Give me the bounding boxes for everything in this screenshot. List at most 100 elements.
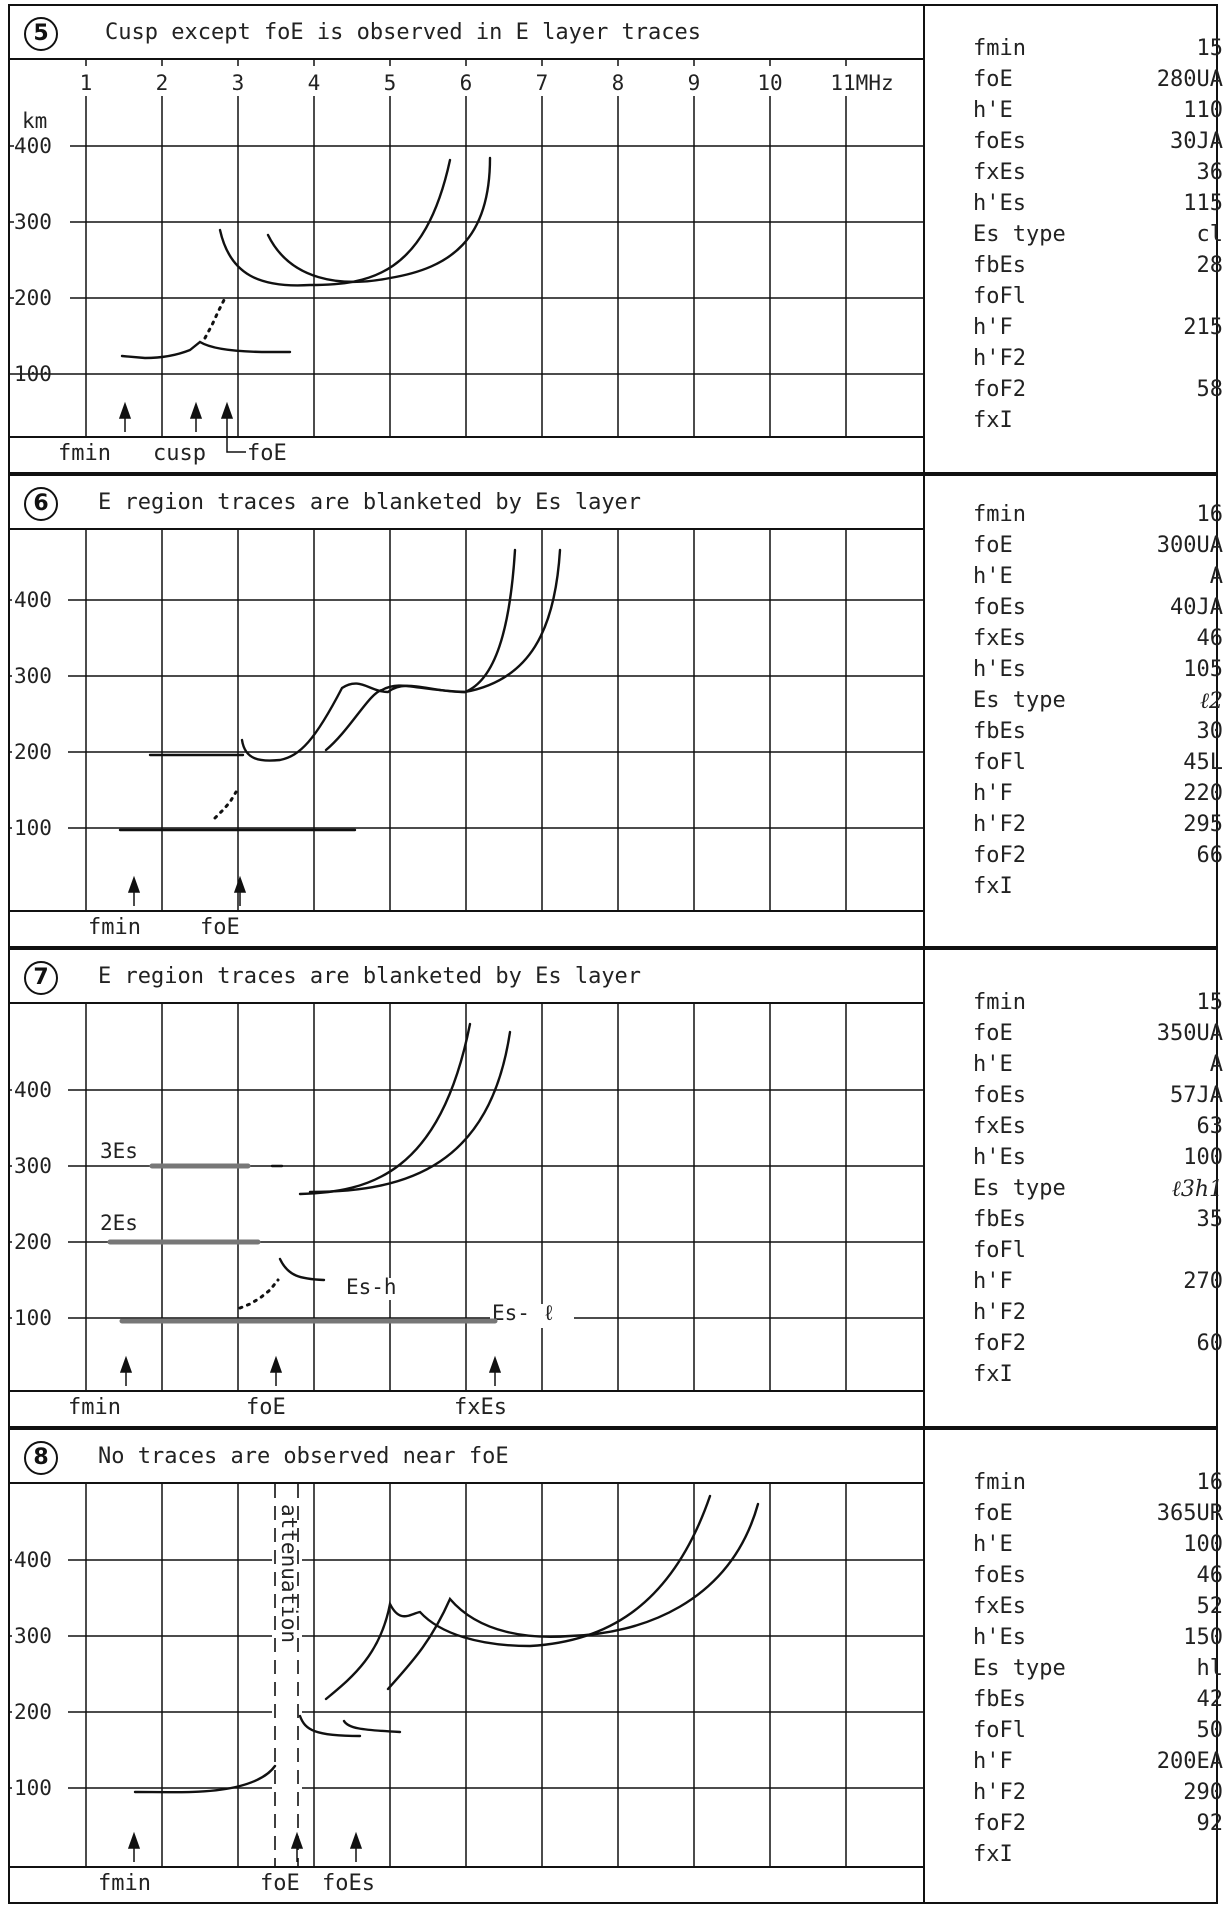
ionogram-plot-8: 400 300 200 100 attenuation: [10, 1484, 923, 1868]
height-tick-label: 400: [14, 134, 52, 158]
param-name: h'F: [973, 1749, 1013, 1774]
param-value: 66: [1196, 843, 1224, 868]
param-name: foF2: [973, 377, 1026, 402]
footer-label: foE: [260, 1871, 300, 1896]
param-value: 28: [1196, 253, 1224, 278]
panel-7: 7 E region traces are blanketed by Es la…: [8, 948, 1223, 1428]
param-name: foF2: [973, 1331, 1026, 1356]
panel-number: 6: [24, 487, 58, 521]
param-name: foE: [973, 1021, 1013, 1046]
f-layer-extraordinary-trace: [308, 1030, 512, 1194]
param-row: h'F2 295: [973, 812, 1223, 843]
param-value: 215: [1183, 315, 1223, 340]
param-row: fmin 16: [973, 502, 1223, 533]
footer-label: fmin: [68, 1395, 121, 1420]
param-value: 15: [1196, 36, 1224, 61]
param-row: fxEs 36: [973, 160, 1223, 191]
param-name: fxI: [973, 408, 1013, 433]
param-value: 300UA: [1156, 533, 1223, 558]
param-name: foFl: [973, 1718, 1026, 1743]
freq-tick-label: 5: [384, 71, 397, 95]
panel-number: 7: [24, 961, 58, 995]
panel-title: E region traces are blanketed by Es laye…: [98, 964, 642, 989]
parameter-list: fmin 15 foE 280UA h'E 110 foEs 30JA fxEs 36 h…: [973, 36, 1223, 439]
panel-6: 6 E region traces are blanketed by Es la…: [8, 474, 1223, 948]
param-name: fmin: [973, 36, 1026, 61]
param-value: ℓ3h1: [1171, 1177, 1223, 1202]
height-tick-label: 100: [14, 1306, 52, 1330]
param-name: h'Es: [973, 657, 1026, 682]
panel-7-footer: fmin foE fxEs: [10, 1390, 925, 1426]
param-value: 15: [1196, 990, 1224, 1015]
param-name: foEs: [973, 1083, 1026, 1108]
tick-mask: [12, 592, 68, 838]
param-name: fxEs: [973, 626, 1026, 651]
height-tick-label: 400: [14, 1078, 52, 1102]
foE-arrow-head: [220, 401, 234, 419]
cusp-dotted-trace: [203, 298, 226, 340]
param-row: h'F 270: [973, 1269, 1223, 1300]
param-name: foEs: [973, 1563, 1026, 1588]
param-row: foFl: [973, 284, 1223, 315]
param-name: h'F: [973, 315, 1013, 340]
param-row: h'F 215: [973, 315, 1223, 346]
param-value: 36: [1196, 160, 1224, 185]
foE-leader-line: [226, 438, 246, 453]
freq-tick-label: 3: [232, 71, 245, 95]
trace-label-es-h: Es-h: [346, 1275, 397, 1299]
param-name: h'E: [973, 1052, 1013, 1077]
param-row: fbEs 30: [973, 719, 1223, 750]
param-row: h'Es 105: [973, 657, 1223, 688]
param-value: 42: [1196, 1687, 1224, 1712]
param-value: 40JA: [1170, 595, 1223, 620]
param-name: Es type: [973, 1656, 1066, 1681]
param-value: 105: [1183, 657, 1223, 682]
panel-8-title-bar: 8 No traces are observed near foE: [10, 1430, 925, 1484]
param-row: Es type ℓ2: [973, 688, 1223, 719]
foEs-arrow-head: [349, 1831, 363, 1849]
param-row: fxEs 63: [973, 1114, 1223, 1145]
param-name: fxEs: [973, 1114, 1026, 1139]
param-row: h'F 200EA: [973, 1749, 1223, 1780]
grid: [10, 60, 923, 438]
param-name: foF2: [973, 1811, 1026, 1836]
param-value: 16: [1196, 502, 1224, 527]
panel-title: No traces are observed near foE: [98, 1444, 509, 1469]
param-name: Es type: [973, 222, 1066, 247]
param-row: foF2 66: [973, 843, 1223, 874]
attenuation-band: [272, 1484, 302, 1868]
param-row: h'F 220: [973, 781, 1223, 812]
param-value: A: [1209, 1052, 1223, 1077]
parameter-list: fmin 16 foE 300UA h'E A foEs 40JA fxEs 46 h'E…: [973, 502, 1223, 905]
fmin-arrow-head: [119, 1355, 133, 1373]
param-name: h'Es: [973, 1625, 1026, 1650]
height-tick-label: 300: [14, 210, 52, 234]
param-name: fbEs: [973, 1687, 1026, 1712]
param-value: 150: [1183, 1625, 1223, 1650]
param-name: foE: [973, 67, 1013, 92]
tick-mask: [14, 112, 70, 352]
param-value: 270: [1183, 1269, 1223, 1294]
panel-6-footer: fmin foE: [10, 910, 925, 946]
param-value: 365UR: [1156, 1501, 1223, 1526]
param-row: h'E A: [973, 1052, 1223, 1083]
param-name: fxEs: [973, 160, 1026, 185]
param-value: 100: [1183, 1145, 1223, 1170]
param-row: h'E 110: [973, 98, 1223, 129]
param-name: foEs: [973, 595, 1026, 620]
param-row: fxI: [973, 1362, 1223, 1393]
param-value: 16: [1196, 1470, 1224, 1495]
param-name: foFl: [973, 1238, 1026, 1263]
param-row: h'F2: [973, 1300, 1223, 1331]
fmin-arrow-head: [118, 401, 132, 419]
tick-mask: [98, 1214, 158, 1236]
panel-6-chart-area: 6 E region traces are blanketed by Es la…: [10, 476, 925, 946]
param-name: h'E: [973, 1532, 1013, 1557]
param-value: 220: [1183, 781, 1223, 806]
param-name: h'F: [973, 781, 1013, 806]
ionogram-plot-5: 1 2 3 4 5 6 7 8 9 10 11MHz km 400 300 20…: [10, 60, 923, 438]
tick-mask: [490, 1304, 574, 1328]
ionogram-plot-7: 400 300 200 100 3Es 2Es Es-h Es- ℓ: [10, 1004, 923, 1392]
footer-label: foEs: [322, 1871, 375, 1896]
param-value: 63: [1196, 1114, 1224, 1139]
